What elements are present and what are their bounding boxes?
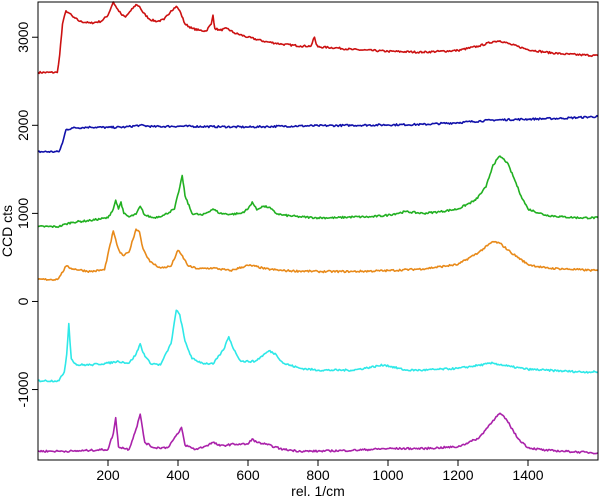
series-layer — [37, 1, 599, 455]
y-tick-label: 0 — [15, 297, 31, 305]
x-tick-label: 600 — [236, 467, 260, 483]
plot-frame — [37, 1, 599, 461]
y-axis-title: CCD cts — [0, 205, 15, 257]
x-tick-label: 1400 — [512, 467, 543, 483]
y-tick-label: -1000 — [15, 371, 31, 407]
series-line-6 — [38, 412, 599, 455]
series-line-2 — [37, 114, 599, 154]
x-tick-label: 1000 — [372, 467, 403, 483]
y-tick-label: 2000 — [15, 110, 31, 141]
x-tick-label: 400 — [166, 467, 190, 483]
series-line-3 — [37, 155, 599, 229]
y-tick-label: 3000 — [15, 21, 31, 52]
x-axis-title: rel. 1/cm — [291, 483, 345, 499]
x-tick-label: 800 — [306, 467, 330, 483]
series-line-1 — [37, 1, 599, 75]
y-tick-label: 1000 — [15, 198, 31, 229]
series-line-4 — [37, 228, 599, 282]
x-tick-label: 200 — [96, 467, 120, 483]
series-line-5 — [37, 309, 599, 383]
axes-layer: 200 400 600 800 1000 1200 1400 -1000 0 1000 2000 30… — [15, 21, 544, 483]
x-tick-label: 1200 — [442, 467, 473, 483]
